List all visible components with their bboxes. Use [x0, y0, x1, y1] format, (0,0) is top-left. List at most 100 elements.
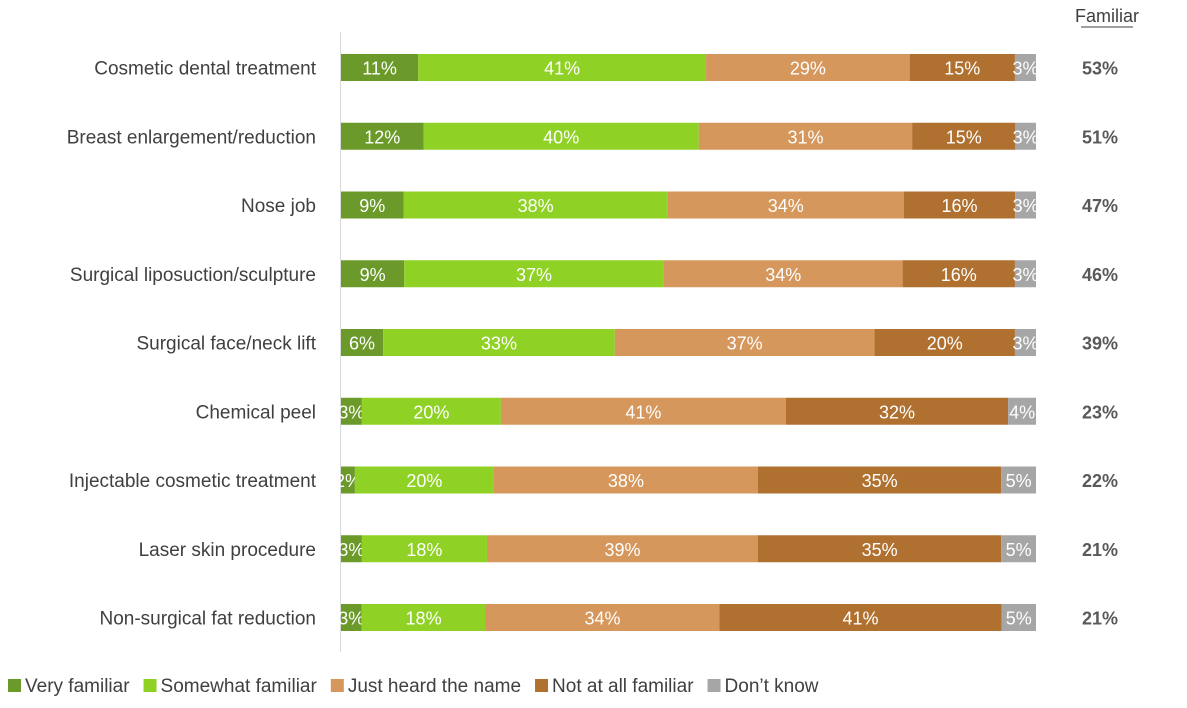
bar-segment: [404, 260, 664, 288]
segment-value-label: 18%: [406, 540, 442, 560]
bar-segment: [785, 397, 1009, 425]
familiar-total: 22%: [1082, 471, 1118, 491]
bar-segment: [341, 191, 404, 219]
bar-segment: [698, 122, 913, 150]
bar-segment: [663, 260, 903, 288]
familiar-total: 39%: [1082, 334, 1118, 354]
familiar-total: 23%: [1082, 402, 1118, 422]
bar-segment: [341, 54, 419, 81]
bar-segment: [1001, 535, 1036, 563]
legend-label: Just heard the name: [348, 676, 521, 697]
bar-segment: [1001, 604, 1036, 631]
bar-segment: [485, 604, 720, 631]
category-label: Surgical liposuction/sculpture: [70, 265, 316, 286]
segment-value-label: 12%: [364, 127, 400, 147]
legend-item: Very familiar: [8, 676, 130, 697]
segment-value-label: 3%: [1013, 127, 1039, 147]
segment-value-label: 34%: [584, 609, 620, 629]
bar-segment: [902, 260, 1015, 288]
bar-segment: [341, 260, 405, 288]
bar-segment: [758, 535, 1002, 563]
familiar-total: 21%: [1082, 540, 1118, 560]
segment-value-label: 3%: [1012, 59, 1038, 79]
segment-value-label: 38%: [518, 196, 554, 216]
segment-value-label: 29%: [790, 59, 826, 79]
segment-value-label: 5%: [1006, 609, 1032, 629]
segment-value-label: 3%: [1012, 265, 1038, 285]
legend-item: Somewhat familiar: [143, 676, 318, 697]
segment-value-label: 41%: [544, 59, 580, 79]
bar-segment: [1014, 260, 1036, 288]
legend-label: Don’t know: [725, 676, 819, 697]
bar-segment: [874, 329, 1015, 356]
legend-item: Not at all familiar: [535, 676, 694, 697]
bar-segment: [1014, 54, 1036, 81]
segment-value-label: 15%: [944, 59, 980, 79]
legend-swatch: [707, 679, 721, 692]
category-label: Chemical peel: [196, 402, 316, 423]
bar-segment: [423, 122, 699, 150]
segment-value-label: 35%: [862, 471, 898, 491]
segment-value-label: 6%: [349, 334, 375, 354]
bar-segment: [500, 397, 786, 425]
bar-segment: [667, 191, 904, 219]
segment-value-label: 15%: [946, 127, 982, 147]
segment-value-label: 3%: [1012, 334, 1038, 354]
bar-segment: [361, 535, 487, 563]
segment-value-label: 4%: [1009, 402, 1035, 422]
bar-row: Breast enlargement/reduction 12% 40% 31% 15%…: [67, 122, 1118, 150]
familiar-total: 51%: [1082, 127, 1118, 147]
bar-segment: [341, 329, 384, 356]
familiar-total: 21%: [1082, 609, 1118, 629]
bar-segment: [1008, 397, 1036, 425]
category-label: Laser skin procedure: [139, 540, 316, 561]
bar-segment: [418, 54, 707, 81]
bar-segment: [1015, 122, 1036, 150]
segment-value-label: 16%: [942, 196, 978, 216]
legend-swatch: [330, 679, 344, 692]
segment-value-label: 3%: [1013, 196, 1039, 216]
category-label: Cosmetic dental treatment: [94, 59, 316, 80]
category-label: Injectable cosmetic treatment: [69, 471, 317, 492]
legend-item: Don’t know: [707, 676, 819, 697]
segment-value-label: 11%: [362, 59, 397, 79]
bar-segment: [486, 535, 758, 563]
bar-segment: [1014, 329, 1036, 356]
segment-value-label: 37%: [727, 334, 763, 354]
bar-segment: [341, 397, 362, 425]
legend-label: Somewhat familiar: [161, 676, 318, 697]
segment-value-label: 5%: [1006, 471, 1032, 491]
bar-row: Laser skin procedure 3% 18% 39% 35% 5% 21%: [139, 535, 1118, 563]
legend-swatch: [8, 679, 21, 692]
segment-value-label: 3%: [338, 540, 364, 560]
bar-row: Surgical liposuction/sculpture 9% 37% 34% 16…: [70, 260, 1118, 288]
bar-segment: [341, 604, 362, 631]
bar-row: Chemical peel 3% 20% 41% 32% 4% 23%: [196, 397, 1118, 425]
segment-value-label: 34%: [765, 265, 801, 285]
bar-segment: [341, 466, 355, 494]
bar-segment: [614, 329, 875, 356]
bar-segment: [403, 191, 668, 219]
segment-value-label: 32%: [879, 402, 915, 422]
bar-segment: [758, 466, 1002, 494]
bar-segment: [912, 122, 1016, 150]
segment-value-label: 9%: [359, 196, 385, 216]
category-label: Nose job: [241, 196, 316, 217]
segment-value-label: 20%: [406, 471, 442, 491]
segment-value-label: 40%: [543, 127, 579, 147]
category-label: Breast enlargement/reduction: [67, 127, 316, 148]
segment-value-label: 18%: [406, 609, 442, 629]
segment-value-label: 5%: [1006, 540, 1032, 560]
bar-row: Nose job 9% 38% 34% 16% 3% 47%: [241, 191, 1118, 219]
bar-segment: [1015, 191, 1036, 219]
segment-value-label: 41%: [843, 609, 879, 629]
segment-value-label: 20%: [413, 402, 449, 422]
segment-value-label: 3%: [338, 402, 364, 422]
category-label: Non-surgical fat reduction: [100, 609, 317, 630]
segment-value-label: 38%: [608, 471, 644, 491]
bar-segment: [341, 122, 424, 150]
bar-segment: [383, 329, 615, 356]
bar-segment: [719, 604, 1002, 631]
bar-segment: [354, 466, 494, 494]
